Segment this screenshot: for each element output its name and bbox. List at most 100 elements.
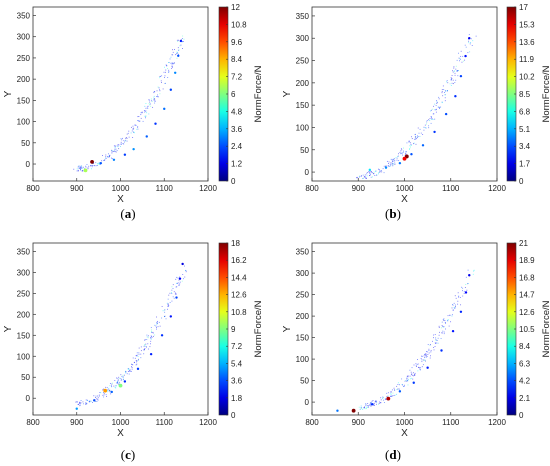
y-tick-label: 0 [26,160,31,169]
y-tick-label: 50 [300,377,309,386]
scatter-point [136,367,140,371]
colorbar-tick-label: 1.8 [231,394,243,403]
colorbar-tick-label: 12.6 [231,291,247,300]
x-axis-label: X [401,194,408,205]
y-tick-label: 200 [296,79,310,88]
y-tick-label: 50 [21,373,30,382]
colorbar-tick-label: 14.7 [519,291,535,300]
colorbar-tick-label: 6.8 [519,107,531,116]
scatter-point [402,156,407,161]
colorbar-tick-label: 1.2 [231,160,243,169]
scatter-point [75,407,78,410]
scatter-point [132,147,135,151]
colorbar-tick-label: 16.2 [231,256,247,265]
x-tick-label: 900 [352,418,366,427]
colorbar-tick-label: 12.6 [519,308,535,317]
colorbar-tick-label: 5.4 [231,359,243,368]
scatter-point [118,383,123,388]
scatter-point [160,334,164,337]
colorbar-tick-label: 11.9 [519,55,535,64]
colorbar-tick-label: 2.4 [231,142,243,151]
x-axis-label: X [117,194,124,205]
colorbar-tick-label: 12 [231,3,240,12]
x-tick-label: 1200 [488,184,506,193]
colorbar-tick-label: 9.6 [231,38,243,47]
y-tick-label: 0 [305,168,310,177]
scatter-point [412,381,415,384]
panel-label: (a) [120,206,135,221]
colorbar-tick-label: 6.3 [519,359,531,368]
y-tick-label: 250 [17,289,31,298]
scatter-point [454,95,457,98]
x-axis-label: X [117,428,124,439]
colorbar-tick-label: 0 [231,411,236,420]
scatter-point [351,408,356,413]
y-axis-label: Y [3,90,14,97]
scatter-point [464,291,468,294]
scatter-point [368,168,372,172]
colorbar-tick-label: 16.8 [519,273,535,282]
panel-label: (b) [385,206,401,221]
scatter-point [468,37,471,40]
colorbar-label: NormForce/N [541,65,550,122]
scatter-point [90,160,94,164]
colorbar-tick-label: 17 [519,3,528,12]
y-tick-label: 100 [17,352,31,361]
y-tick-label: 150 [296,101,310,110]
scatter-point [169,88,173,91]
scatter-point [110,390,113,394]
scatter-point [459,310,463,313]
colorbar-tick-label: 10.8 [231,308,247,317]
y-tick-label: 300 [296,34,310,43]
x-tick-label: 1100 [156,184,174,193]
scatter-point [173,71,177,74]
colorbar-tick-label: 2.1 [519,394,531,403]
scatter-background [358,269,475,410]
scatter-point [145,135,148,138]
colorbar-tick-label: 9 [231,325,236,334]
panel-label: (c) [121,447,135,462]
colorbar-tick-label: 1.7 [519,160,531,169]
plot-area [32,6,209,182]
y-tick-label: 200 [17,310,31,319]
y-tick-label: 300 [296,269,310,278]
scatter-point [398,390,402,393]
scatter-point [440,349,443,352]
y-tick-label: 150 [17,96,31,105]
x-tick-label: 800 [26,184,40,193]
scatter-point [451,329,455,333]
y-tick-label: 100 [296,123,310,132]
x-tick-label: 900 [70,184,84,193]
x-tick-label: 800 [305,184,319,193]
panel-c: 800 900 1000 1100 1200 0 50 100 150 200 250 300 350 X… [3,239,264,462]
colorbar-tick-label: 3.6 [231,125,243,134]
colorbar-tick-label: 4.8 [231,107,243,116]
scatter-background [356,34,477,179]
panel-b: 800 900 1000 1100 1200 0 50 100 150 200 250 300 350 X… [282,3,550,221]
scatter-point [93,399,96,402]
x-tick-label: 900 [70,418,84,427]
colorbar-tick-label: 0 [231,177,236,186]
x-tick-label: 1000 [396,418,414,427]
x-tick-label: 1100 [442,418,460,427]
colorbar-label: NormForce/N [253,65,264,122]
colorbar-tick-label: 5.1 [519,125,531,134]
scatter-point [99,161,103,165]
colorbar-tick-label: 3.4 [519,142,531,151]
y-tick-label: 350 [17,247,31,256]
colorbar-tick-label: 6 [231,90,236,99]
y-tick-label: 250 [17,54,31,63]
y-axis-label: Y [3,325,14,332]
scatter-background [75,265,187,407]
x-tick-label: 800 [26,418,40,427]
scatter-point [83,168,88,173]
x-tick-label: 1200 [199,418,217,427]
scatter-point [149,352,153,356]
scatter-point [103,388,108,393]
colorbar-tick-label: 10.5 [519,325,535,334]
colorbar-tick-label: 13.6 [519,38,535,47]
colorbar-tick-label: 10.2 [519,73,535,82]
scatter-point [444,112,448,116]
colorbar-label: NormForce/N [253,300,264,357]
